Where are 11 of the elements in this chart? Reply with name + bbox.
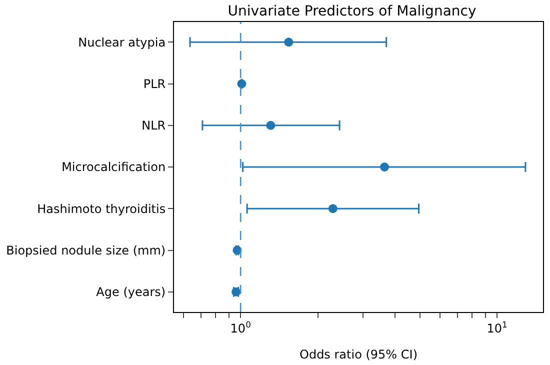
y-tick-label: Hashimoto thyroiditis — [37, 202, 166, 216]
y-tick-label: PLR — [143, 76, 166, 91]
y-tick-label: Biopsied nodule size (mm) — [6, 243, 166, 258]
y-tick-label: Age (years) — [96, 285, 166, 300]
y-tick-label: NLR — [142, 118, 166, 133]
x-tick-label: 10$^{0}$ — [230, 319, 251, 336]
x-tick-label: 10$^{1}$ — [486, 319, 508, 336]
y-tick-label: Microcalcification — [62, 160, 166, 174]
y-tick-label: Nuclear atypia — [78, 35, 166, 50]
x-axis-title: Odds ratio (95% CI) — [300, 347, 418, 362]
chart-title: Univariate Predictors of Malignancy — [228, 3, 476, 20]
